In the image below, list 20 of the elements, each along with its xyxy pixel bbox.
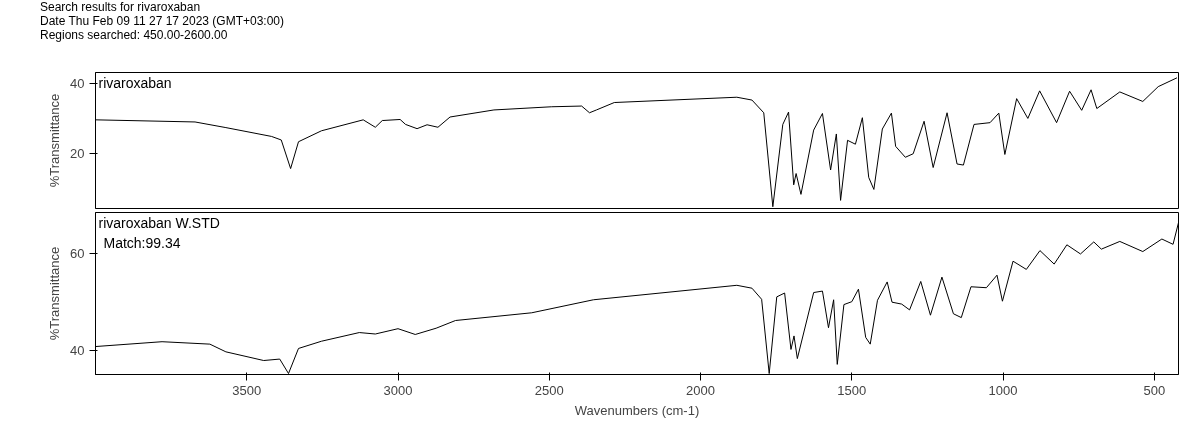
x-tick-label: 2500	[534, 382, 564, 398]
x-tick-label: 3500	[232, 382, 262, 398]
x-tick-label: 2000	[686, 382, 715, 398]
text: Date Thu Feb 09 11 27 17 2023 (GMT+03:00)	[40, 14, 285, 28]
x-tick-label: 1500	[837, 382, 867, 398]
text: rivaroxaban W.STD	[98, 214, 220, 231]
x-axis-title: Wavenumbers (cm-1)	[574, 402, 700, 418]
y-tick-label: 40	[70, 342, 85, 358]
text: Search results for rivaroxaban	[40, 0, 201, 14]
x-tick-label: 1000	[988, 382, 1018, 398]
text: Regions searched: 450.00-2600.00	[40, 28, 228, 42]
x-tick-label: 3000	[383, 382, 413, 398]
y-axis-title: %Transmittance	[47, 246, 63, 341]
y-tick-label: 20	[70, 146, 85, 162]
y-axis-title: %Transmittance	[47, 93, 63, 188]
y-tick-label: 40	[70, 75, 85, 91]
x-tick-label: 500	[1143, 382, 1166, 398]
annotation: Match:99.34	[103, 234, 181, 251]
text: rivaroxaban	[98, 74, 172, 91]
y-tick-label: 60	[70, 246, 85, 262]
